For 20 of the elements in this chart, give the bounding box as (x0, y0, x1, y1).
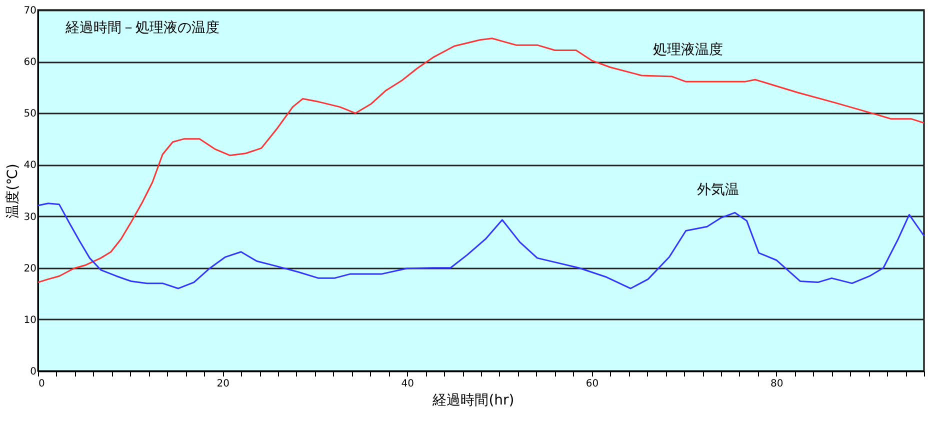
y-tick-label: 0 (30, 366, 36, 378)
y-tick-label: 20 (24, 263, 36, 274)
y-tick-label: 50 (24, 108, 36, 120)
series-label: 処理液温度 (653, 42, 723, 58)
y-axis-title: 温度(℃) (4, 164, 21, 218)
x-tick-label: 20 (216, 378, 230, 390)
x-axis-title: 経過時間(hr) (432, 392, 514, 408)
x-tick-label: 40 (401, 378, 414, 390)
text: 経過時間－処理液の温度 (64, 20, 220, 36)
x-tick-label: 60 (586, 378, 599, 390)
line-series (37, 202, 925, 290)
series-label: 外気温 (697, 182, 739, 198)
y-tick-label: 60 (24, 57, 36, 68)
y-tick-label: 30 (24, 212, 36, 223)
x-tick-label: 0 (38, 378, 45, 390)
y-tick-label: 70 (24, 6, 36, 16)
y-tick-label: 40 (24, 160, 36, 172)
x-tick-label: 80 (770, 378, 784, 390)
y-tick-label: 10 (24, 314, 36, 326)
line-series (37, 38, 925, 284)
